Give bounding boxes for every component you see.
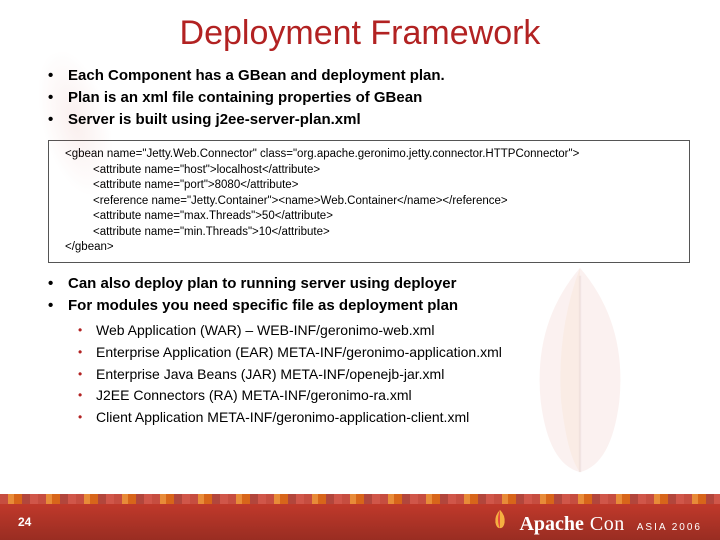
bullet-list-top: Each Component has a GBean and deploymen… xyxy=(30,65,690,130)
bullet-item: Each Component has a GBean and deploymen… xyxy=(48,65,690,87)
slide-footer: 24 Apache Con ASIA 2006 xyxy=(0,494,720,540)
code-line: </gbean> xyxy=(57,240,681,256)
bullet-list-sub: Web Application (WAR) – WEB-INF/geronimo… xyxy=(30,320,690,428)
code-line: <attribute name="port">8080</attribute> xyxy=(57,178,681,194)
code-line: <attribute name="min.Threads">10</attrib… xyxy=(57,225,681,241)
code-block: <gbean name="Jetty.Web.Connector" class=… xyxy=(48,140,690,263)
bullet-item: For modules you need specific file as de… xyxy=(48,295,690,317)
apache-feather-icon xyxy=(489,508,511,530)
brand-tag: ASIA 2006 xyxy=(637,522,702,533)
sub-bullet-item: Enterprise Application (EAR) META-INF/ge… xyxy=(78,342,690,364)
sub-bullet-item: Client Application META-INF/geronimo-app… xyxy=(78,407,690,429)
slide-title: Deployment Framework xyxy=(0,0,720,53)
footer-bar: 24 Apache Con ASIA 2006 xyxy=(0,504,720,540)
code-line: <attribute name="host">localhost</attrib… xyxy=(57,163,681,179)
brand-apache: Apache xyxy=(519,513,583,536)
bullet-item: Plan is an xml file containing propertie… xyxy=(48,87,690,109)
sub-bullet-item: J2EE Connectors (RA) META-INF/geronimo-r… xyxy=(78,385,690,407)
bullet-item: Server is built using j2ee-server-plan.x… xyxy=(48,109,690,131)
code-line: <attribute name="max.Threads">50</attrib… xyxy=(57,209,681,225)
slide-content: Each Component has a GBean and deploymen… xyxy=(0,53,720,429)
footer-stripe xyxy=(0,494,720,504)
code-line: <reference name="Jetty.Container"><name>… xyxy=(57,194,681,210)
bullet-list-mid: Can also deploy plan to running server u… xyxy=(30,273,690,317)
footer-brand: Apache Con ASIA 2006 xyxy=(489,508,702,536)
brand-con: Con xyxy=(590,513,625,536)
sub-bullet-item: Web Application (WAR) – WEB-INF/geronimo… xyxy=(78,320,690,342)
bullet-item: Can also deploy plan to running server u… xyxy=(48,273,690,295)
page-number: 24 xyxy=(18,515,31,529)
sub-bullet-item: Enterprise Java Beans (JAR) META-INF/ope… xyxy=(78,364,690,386)
code-line: <gbean name="Jetty.Web.Connector" class=… xyxy=(57,147,681,163)
